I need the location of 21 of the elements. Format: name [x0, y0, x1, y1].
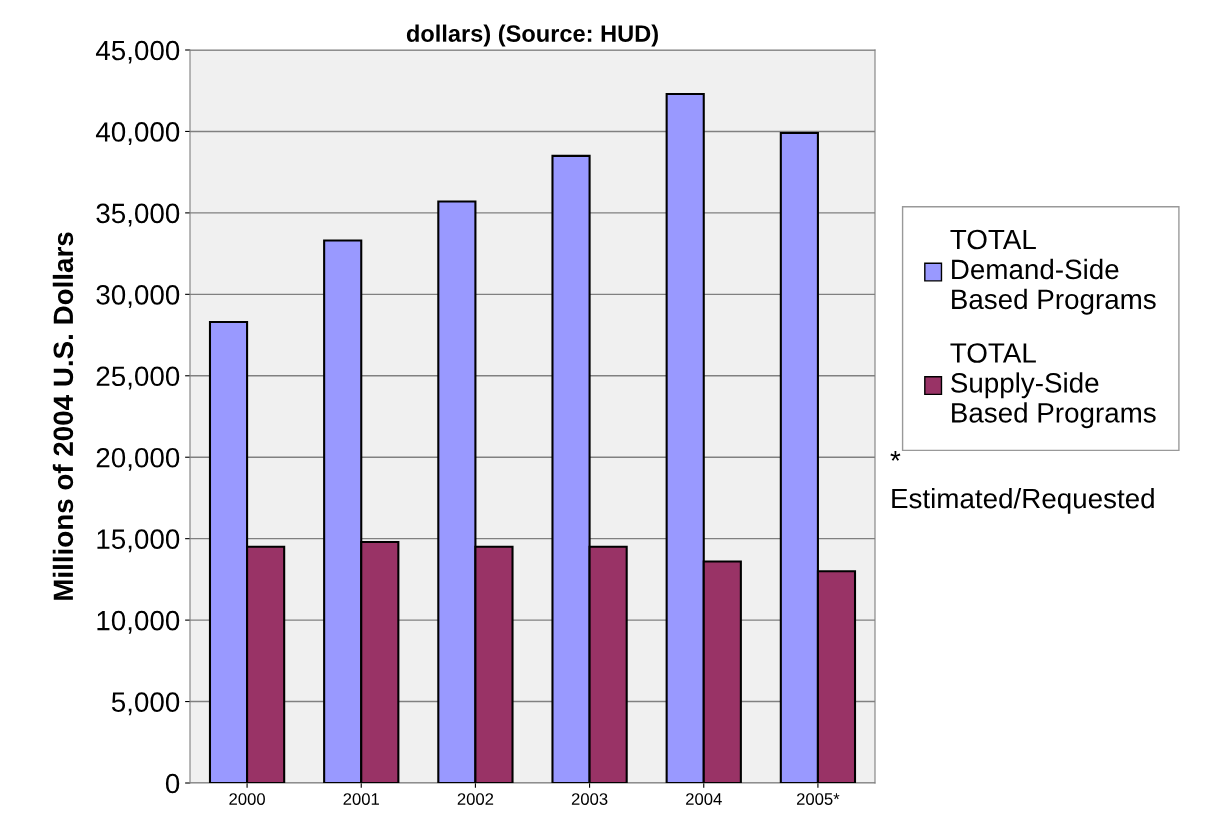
y-tick-label: 10,000	[97, 610, 180, 634]
legend-label: TOTAL Supply-Side Based Programs	[950, 343, 1156, 429]
y-tick-label: 40,000	[95, 122, 180, 146]
y-tick-label: 45,000	[95, 40, 180, 64]
x-tick-label: 2002	[457, 793, 494, 805]
x-tick-label: 2003	[571, 793, 608, 805]
x-tick-label: 2005*	[796, 793, 840, 805]
x-tick-label: 2001	[343, 793, 379, 805]
y-axis-title: Millions of 2004 U.S. Dollars	[52, 232, 74, 600]
chart-title: dollars) (Source: HUD)	[406, 24, 658, 47]
x-tick-label: 2000	[229, 793, 265, 805]
y-tick-label: 15,000	[97, 529, 180, 553]
y-tick-label: 25,000	[96, 366, 180, 390]
y-tick-label: 20,000	[96, 447, 180, 471]
y-tick-label: 0	[165, 773, 180, 794]
text: * Estimated/Requested	[890, 451, 1154, 514]
x-tick-label: 2004	[686, 793, 722, 805]
y-tick-label: 5,000	[111, 692, 180, 716]
legend-label: TOTAL Demand-Side Based Programs	[950, 229, 1156, 315]
y-tick-label: 35,000	[96, 203, 180, 227]
y-tick-label: 30,000	[96, 285, 180, 308]
